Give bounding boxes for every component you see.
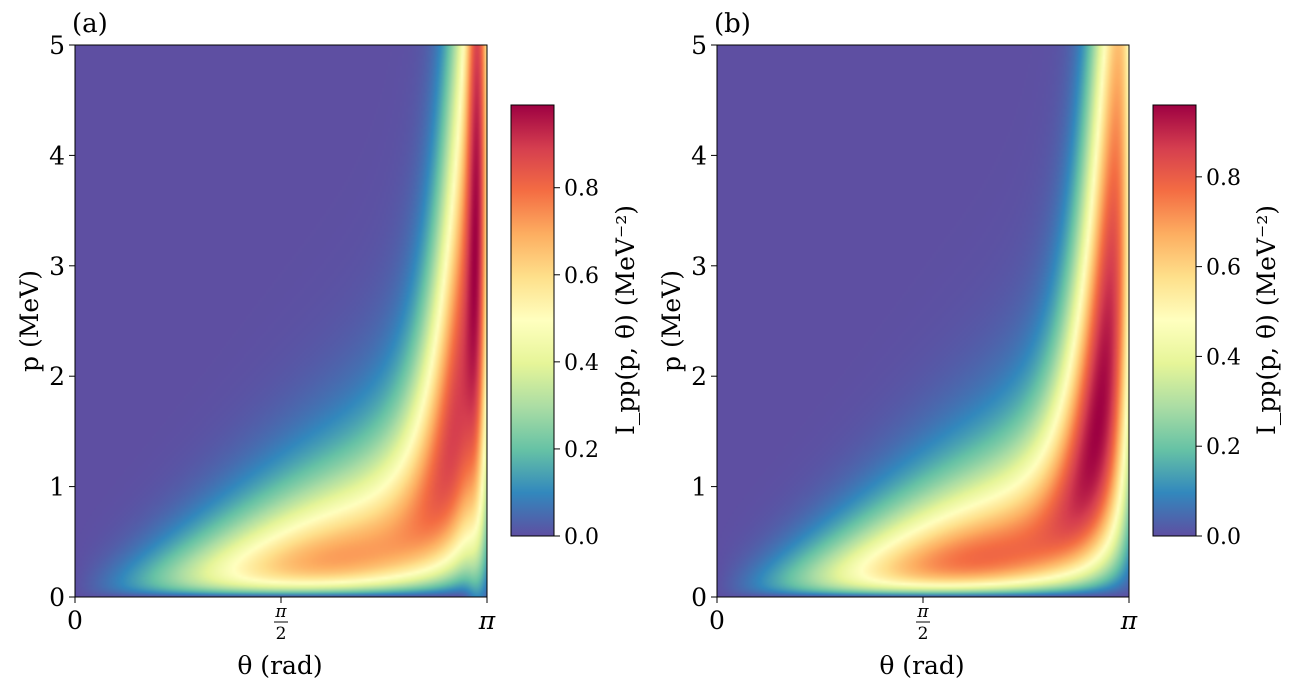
colorbar-tick-label: 0.0	[564, 525, 599, 550]
y-tick-label: 1	[691, 473, 707, 502]
y-tick-label: 2	[691, 362, 707, 391]
colorbar-tick-label: 0.0	[1206, 525, 1241, 550]
y-axis-label: p (MeV)	[15, 270, 44, 372]
x-tick-label-numerator: π	[916, 602, 929, 622]
colorbar-tick-label: 0.8	[564, 177, 599, 202]
colorbar-frame	[1152, 104, 1197, 537]
heatmap-image	[717, 45, 1129, 597]
y-tick-label: 0	[49, 583, 65, 612]
colorbar	[1153, 105, 1196, 536]
x-tick-label-denominator: 2	[276, 624, 287, 644]
colorbar-tick-label: 0.6	[1206, 256, 1241, 281]
colorbar-label: I_pp(p, θ) (MeV⁻²)	[611, 205, 640, 435]
x-tick-label: 0	[709, 606, 725, 635]
x-tick-label: 0	[67, 606, 83, 635]
x-tick-label: π	[1120, 606, 1138, 635]
y-tick-label: 1	[49, 473, 65, 502]
colorbar-tick-label: 0.8	[1206, 166, 1241, 191]
colorbar-tick-label: 0.2	[1206, 435, 1241, 460]
y-axis-label: p (MeV)	[657, 270, 686, 372]
y-tick-label: 2	[49, 362, 65, 391]
panel-label: (b)	[714, 9, 751, 39]
colorbar-tick-label: 0.4	[564, 351, 599, 376]
colorbar-frame	[510, 104, 555, 537]
heatmap-image	[75, 45, 487, 597]
colorbar-tick-label: 0.4	[1206, 345, 1241, 370]
x-axis-label: θ (rad)	[879, 651, 964, 680]
panel-label: (a)	[72, 9, 108, 39]
y-tick-label: 5	[49, 31, 65, 60]
x-tick-label-denominator: 2	[918, 624, 929, 644]
y-tick-label: 3	[691, 252, 707, 281]
y-tick-label: 3	[49, 252, 65, 281]
colorbar-label: I_pp(p, θ) (MeV⁻²)	[1252, 205, 1281, 435]
colorbar	[511, 105, 554, 536]
x-tick-label-numerator: π	[274, 602, 287, 622]
y-tick-label: 4	[49, 141, 65, 170]
x-tick-label: π	[478, 606, 496, 635]
colorbar-tick-label: 0.6	[564, 264, 599, 289]
y-tick-label: 0	[691, 583, 707, 612]
y-tick-label: 4	[691, 141, 707, 170]
y-tick-label: 5	[691, 31, 707, 60]
colorbar-tick-label: 0.2	[564, 438, 599, 463]
x-axis-label: θ (rad)	[237, 651, 322, 680]
